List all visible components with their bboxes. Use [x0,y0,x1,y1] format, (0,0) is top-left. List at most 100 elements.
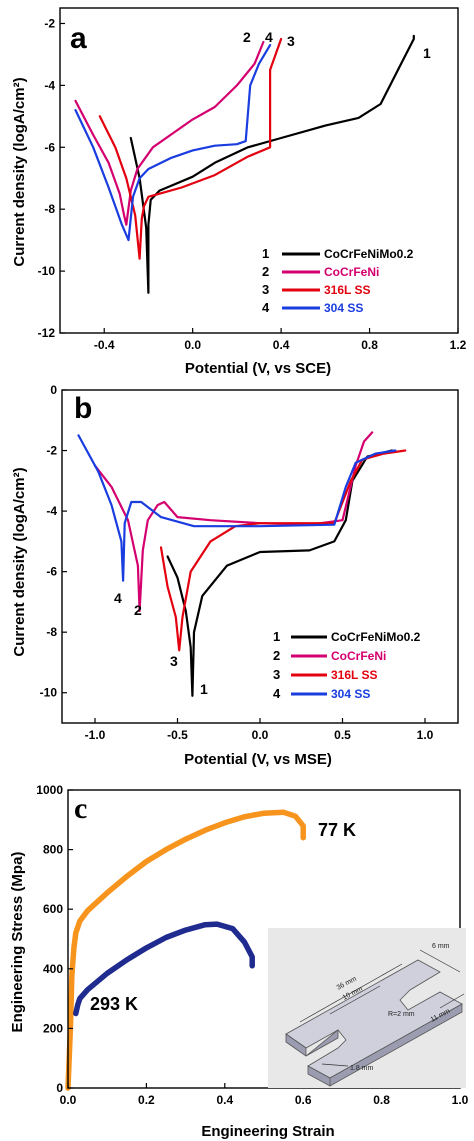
panel-a-axes: -0.4 0.0 0.4 0.8 1.2 -2 -4 -6 -8 -10 -12 [38,7,467,352]
dim-line-width [419,949,461,973]
panel-c-y-tick-label: 1000 [36,783,63,797]
panel-a-series-3-line [98,37,283,260]
panel-b-x-tick-label: 1.0 [417,728,434,742]
legend-b-label-4: 304 SS [331,687,370,701]
legend-b-num-3: 3 [273,667,280,682]
panel-b-polarization-chart: -1.0 -0.5 0.0 0.5 1.0 0 -2 -4 -6 -8 -10 b Potentia… [11,383,459,768]
panel-a-legend: 1 CoCrFeNiMo0.2 2 CoCrFeNi 3 316L SS 4 3… [262,246,414,315]
legend-a-num-1: 1 [262,246,269,261]
panel-a-y-tick-label: -6 [44,140,55,154]
panel-a-y-tick-label: -10 [38,264,56,278]
panel-a-series-1-line [129,34,415,294]
legend-b-label-1: CoCrFeNiMo0.2 [331,630,421,644]
panel-c-y-tick-label: 400 [43,962,63,976]
panel-b-y-tick-label: 0 [50,383,57,397]
legend-b-num-1: 1 [273,629,280,644]
panel-b-x-tick-label: 0.0 [252,728,269,742]
panel-c-label-77k: 77 K [318,820,356,840]
tensile-specimen-inset: 6 mm 36 mm 10 mm R=2 mm 11 mm 1.8 mm [268,928,466,1088]
panel-a-curve-number-1: 1 [423,45,431,61]
panel-b-y-tick-label: -4 [46,504,57,518]
panel-c-y-tick-label: 0 [56,1081,63,1095]
panel-b-curve-number-2: 2 [134,602,142,618]
panel-b-x-tick-label: -1.0 [85,728,106,742]
legend-a-num-2: 2 [262,264,269,279]
panel-a-plot-area [74,34,415,294]
legend-b-num-4: 4 [273,686,281,701]
panel-b-y-tick-label: -2 [46,444,57,458]
panel-a-curve-number-4: 4 [265,29,273,45]
legend-b-num-2: 2 [273,648,280,663]
dim-line-gauge [329,985,381,1015]
panel-c-tensile-chart: 0.0 0.2 0.4 0.6 0.8 1.0 0 200 400 600 800 1000 c En… [9,783,469,1140]
panel-a-frame [59,7,459,334]
panel-c-plot-area [65,809,306,1091]
panel-a-x-tick-label: 1.2 [450,338,467,352]
panel-a-y-tick-label: -2 [44,16,55,30]
panel-b-curve-number-1: 1 [200,681,208,697]
panel-c-x-tick-label: 1.0 [452,1093,469,1107]
panel-b-curve-number-3: 3 [170,653,178,669]
panel-b-series-4-line [77,434,397,582]
specimen-side-face [285,1003,463,1087]
panel-a-series-4-line [74,43,272,242]
panel-b-y-axis-title: Current density (logA/cm²) [11,467,28,656]
inset-label-radius: R=2 mm [388,1011,415,1018]
panel-b-y-tick-label: -10 [40,686,58,700]
panel-b-x-tick-label: -0.5 [167,728,188,742]
panel-a-x-tick-label: 0.4 [273,338,290,352]
panel-a-y-tick-label: -8 [44,202,55,216]
panel-a-x-tick-label: 0.0 [184,338,201,352]
panel-c-x-tick-label: 0.2 [138,1093,155,1107]
panel-a-polarization-chart: -0.4 0.0 0.4 0.8 1.2 -2 -4 -6 -8 -10 -12 a Potenti… [11,7,467,377]
panel-c-label-293k: 293 K [90,994,138,1014]
panel-a-series-2-line [74,40,265,226]
panel-b-y-tick-label: -8 [46,625,57,639]
panel-b-series-2-line [93,431,374,613]
panel-c-x-axis-title: Engineering Strain [201,1123,334,1140]
panel-a-y-tick-label: -4 [44,78,55,92]
panel-a-curve-number-3: 3 [287,33,295,49]
inset-label-thickness: 1.8 mm [350,1065,374,1072]
panel-c-y-tick-label: 200 [43,1021,63,1035]
panel-c-series-2-line [73,921,255,1017]
legend-a-num-4: 4 [262,300,270,315]
legend-a-label-4: 304 SS [324,301,363,315]
panel-a-y-axis-title: Current density (logA/cm²) [11,77,28,266]
dim-line-grip [439,993,465,1009]
dim-line-length [299,963,403,1023]
panel-c-letter: c [74,792,87,825]
panel-b-letter: b [74,392,92,425]
panel-b-y-tick-label: -6 [46,565,57,579]
panel-c-y-axis-title: Engineering Stress (Mpa) [9,852,26,1033]
panel-c-x-tick-label: 0.6 [295,1093,312,1107]
panel-b-x-axis-title: Potential (V, vs MSE) [184,751,332,768]
panel-a-x-tick-label: -0.4 [94,338,115,352]
panel-c-x-tick-label: 0.0 [60,1093,77,1107]
legend-a-label-2: CoCrFeNi [324,265,379,279]
legend-a-label-3: 316L SS [324,283,370,297]
legend-a-num-3: 3 [262,282,269,297]
panel-b-curve-number-4: 4 [114,590,122,606]
panel-c-axes: 0.0 0.2 0.4 0.6 0.8 1.0 0 200 400 600 800 1000 [36,783,468,1107]
panel-b-series-1-line [166,449,394,697]
legend-b-label-3: 316L SS [331,668,377,682]
legend-a-label-1: CoCrFeNiMo0.2 [324,247,414,261]
panel-a-x-tick-label: 0.8 [361,338,378,352]
panel-c-y-tick-label: 600 [43,902,63,916]
panel-c-x-tick-label: 0.8 [373,1093,390,1107]
panel-c-x-tick-label: 0.4 [216,1093,233,1107]
panel-b-plot-area [77,431,407,697]
panel-b-axes: -1.0 -0.5 0.0 0.5 1.0 0 -2 -4 -6 -8 -10 [40,383,459,742]
panel-c-y-tick-label: 800 [43,843,63,857]
panel-c-series-1-line [65,809,306,1091]
dim-line-thickness [321,1063,349,1067]
inset-label-6mm: 6 mm [432,943,450,950]
panel-b-legend: 1 CoCrFeNiMo0.2 2 CoCrFeNi 3 316L SS 4 3… [273,629,421,701]
panel-a-y-tick-label: -12 [38,326,56,340]
panel-a-letter: a [70,22,87,55]
panel-a-curve-number-2: 2 [243,29,251,45]
legend-b-label-2: CoCrFeNi [331,649,386,663]
panel-a-x-axis-title: Potential (V, vs SCE) [185,360,331,377]
